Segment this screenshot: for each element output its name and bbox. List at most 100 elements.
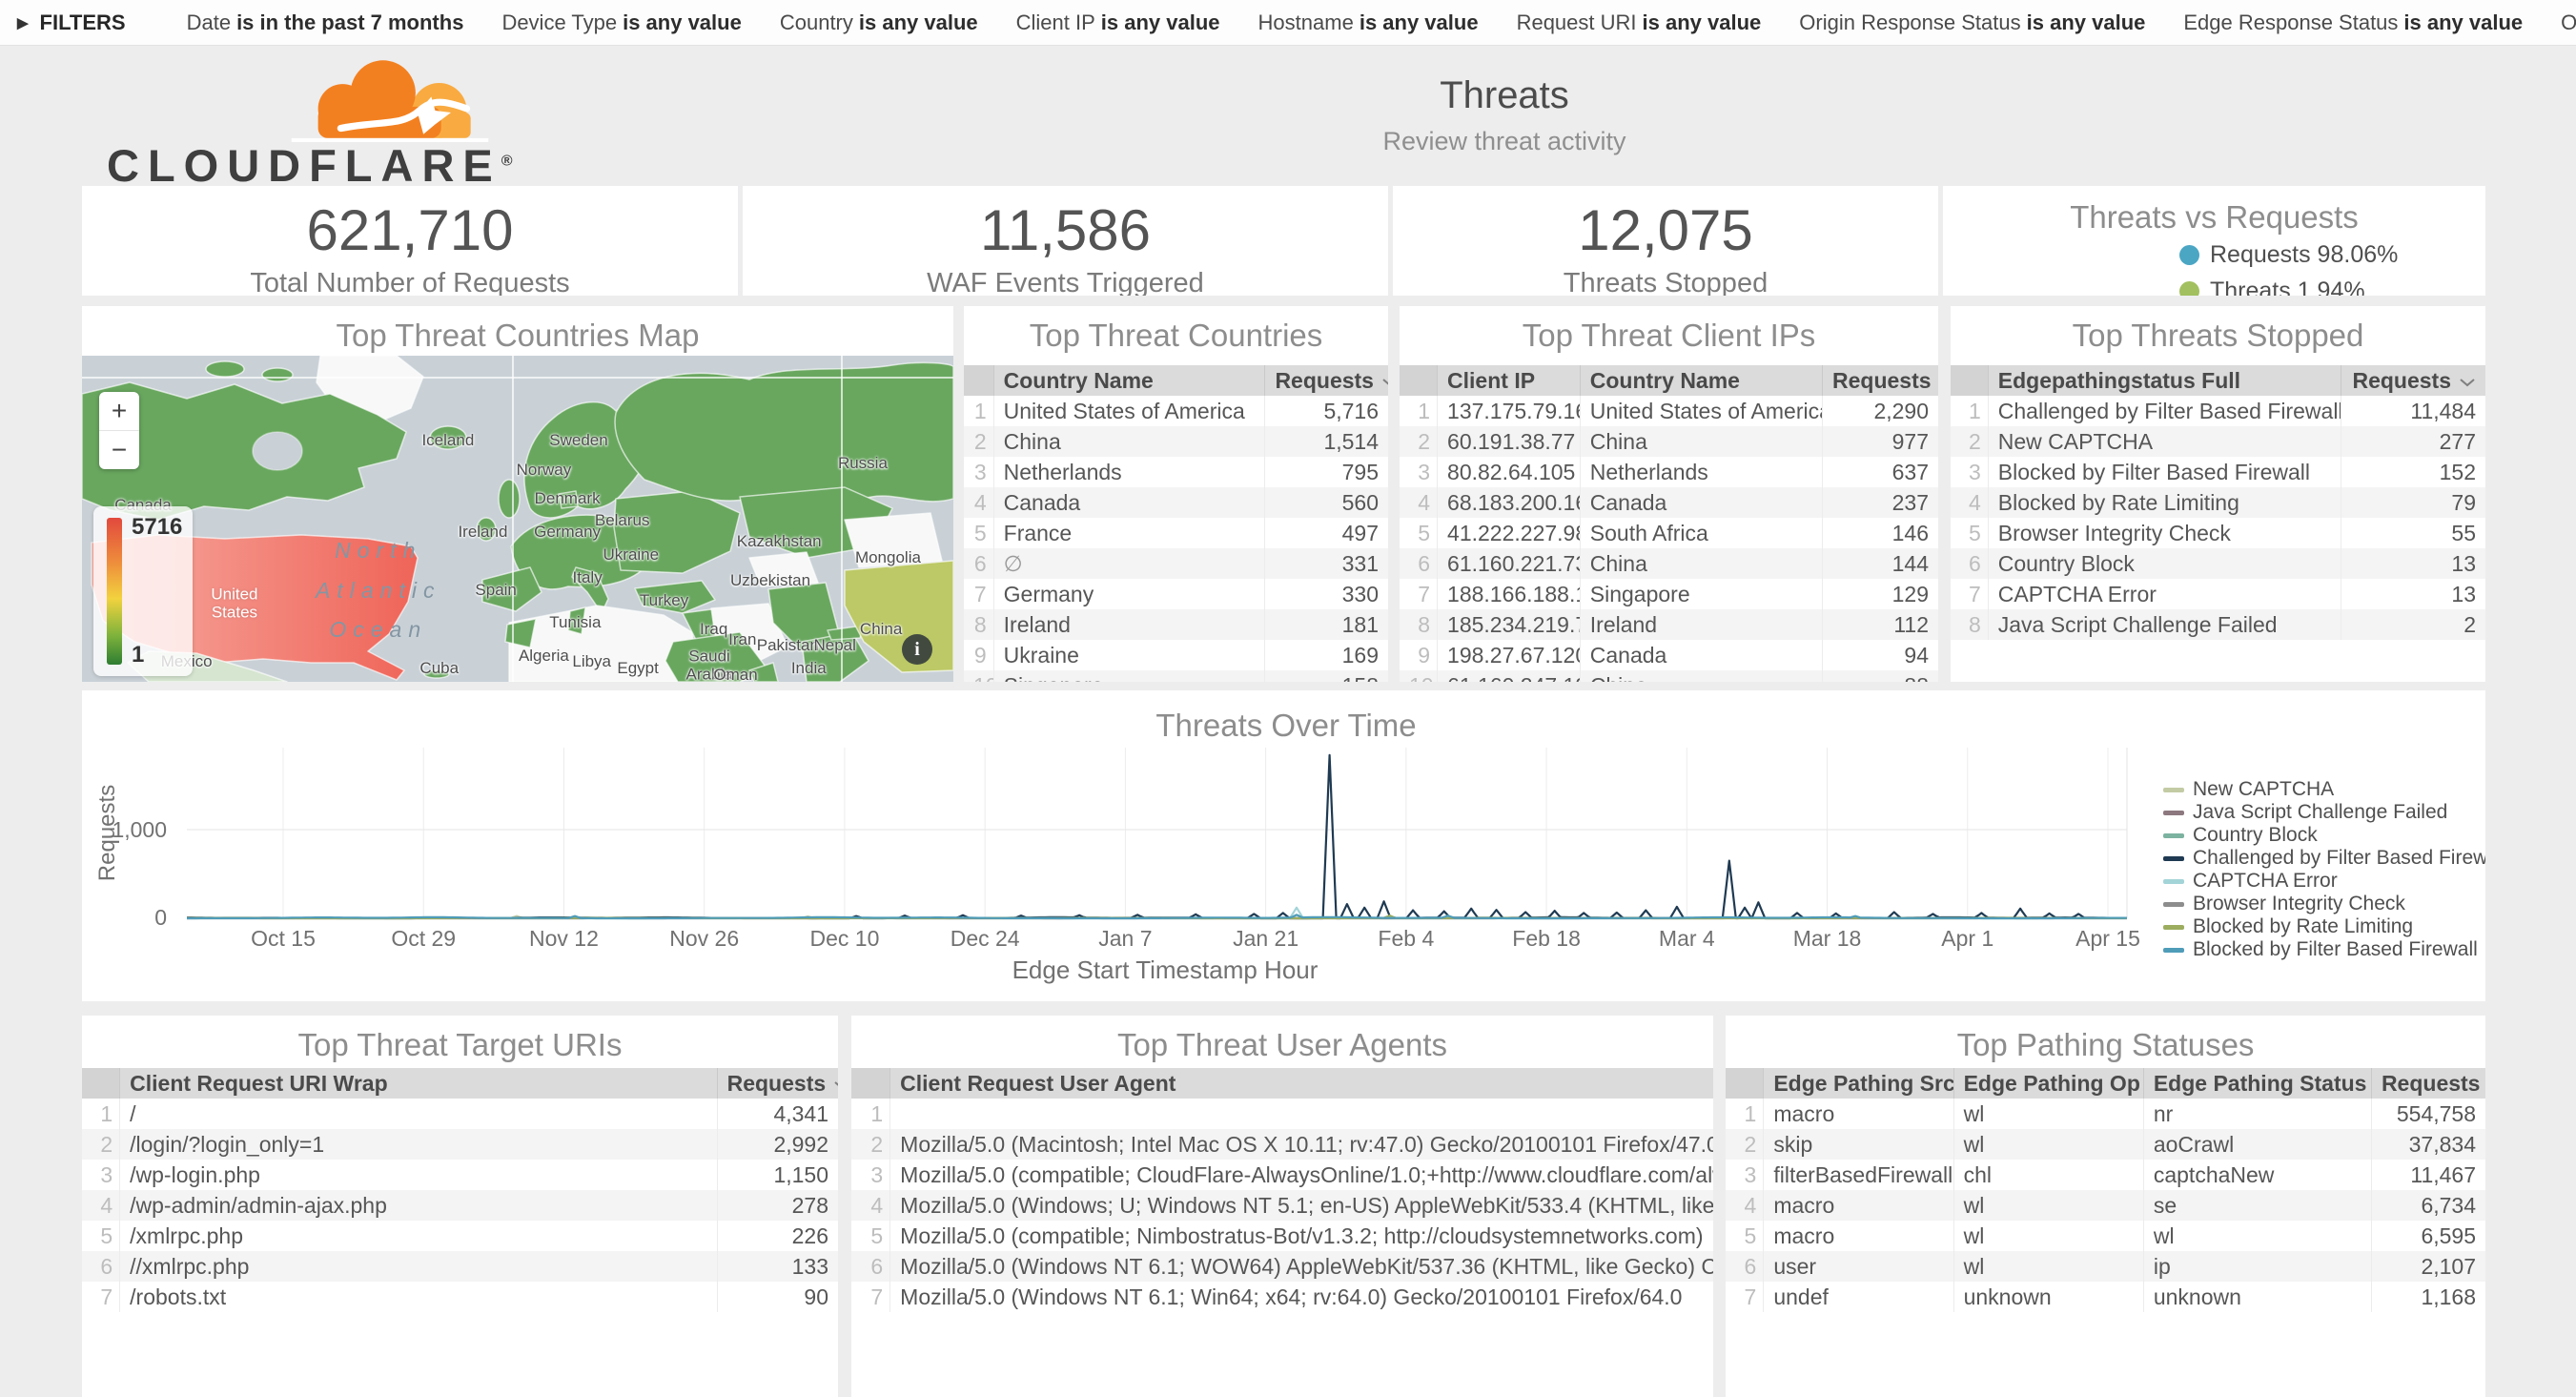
legend-item[interactable]: Threats 1.94%	[2179, 277, 2398, 296]
chart-legend-item[interactable]: Country Block	[2163, 824, 2485, 847]
table-row[interactable]: 1061.160.247.137China88	[1400, 670, 1938, 682]
column-header[interactable]: Edge Pathing Status	[2143, 1068, 2371, 1099]
column-header[interactable]: Requests	[2341, 365, 2485, 396]
table-cell: 497	[1265, 518, 1388, 548]
map-zoom-out-button[interactable]: −	[99, 431, 139, 469]
table-cell: Ireland	[993, 609, 1265, 640]
column-header[interactable]: Client Request User Agent	[890, 1068, 1713, 1099]
map-info-button[interactable]: i	[902, 634, 932, 665]
x-axis-label: Edge Start Timestamp Hour	[1012, 955, 1319, 984]
legend-item[interactable]: Requests 98.06%	[2179, 241, 2398, 269]
column-header[interactable]: Edgepathingstatus Full	[1988, 365, 2341, 396]
table-row[interactable]: 6∅331	[964, 548, 1388, 579]
chart-legend-item[interactable]: Browser Integrity Check	[2163, 893, 2485, 915]
filters-toggle[interactable]: ▶ FILTERS	[17, 10, 126, 35]
table-row[interactable]: 468.183.200.167Canada237	[1400, 487, 1938, 518]
table-row[interactable]: 1/4,341	[82, 1099, 838, 1129]
y-axis-label: Requests	[94, 785, 120, 881]
sort-chevron-icon	[833, 1079, 838, 1091]
column-header[interactable]: Requests	[1823, 365, 1938, 396]
table-cell: //xmlrpc.php	[120, 1251, 717, 1282]
table-cell: /login/?login_only=1	[120, 1129, 717, 1160]
row-index: 6	[82, 1251, 120, 1282]
column-header[interactable]: Client Request URI Wrap	[120, 1068, 717, 1099]
column-header[interactable]: Requests	[1265, 365, 1388, 396]
chart-legend-item[interactable]: Blocked by Rate Limiting	[2163, 915, 2485, 938]
chart-legend-item[interactable]: Blocked by Filter Based Firewall	[2163, 938, 2485, 961]
column-header[interactable]: Country Name	[993, 365, 1265, 396]
world-map[interactable]: CanadaUnited StatesMexicoCubaIcelandIrel…	[82, 356, 953, 682]
threats-vs-requests-legend: Requests 98.06% Threats 1.94%	[2179, 241, 2398, 296]
chart-legend-item[interactable]: Challenged by Filter Based Firewall	[2163, 847, 2485, 870]
kpi-waf-events: 11,586 WAF Events Triggered	[743, 186, 1388, 296]
table-row[interactable]: 1	[851, 1099, 1713, 1129]
chart-legend-item[interactable]: Java Script Challenge Failed	[2163, 801, 2485, 824]
column-header[interactable]: Edge Pathing Src	[1764, 1068, 1953, 1099]
chart-legend-item[interactable]: New CAPTCHA	[2163, 778, 2485, 801]
index-column-header	[1400, 365, 1438, 396]
column-header[interactable]: Requests	[2371, 1068, 2485, 1099]
column-header[interactable]: Requests	[717, 1068, 838, 1099]
table-cell: 181	[1265, 609, 1388, 640]
column-header[interactable]: Edge Pathing Op	[1953, 1068, 2143, 1099]
map-zoom-in-button[interactable]: +	[99, 392, 139, 431]
table-row[interactable]: 10Singapore158	[964, 670, 1388, 682]
chart-legend-item[interactable]: CAPTCHA Error	[2163, 870, 2485, 893]
table-cell: South Africa	[1580, 518, 1822, 548]
column-header[interactable]: Country Name	[1580, 365, 1822, 396]
column-header[interactable]: Client IP	[1438, 365, 1581, 396]
